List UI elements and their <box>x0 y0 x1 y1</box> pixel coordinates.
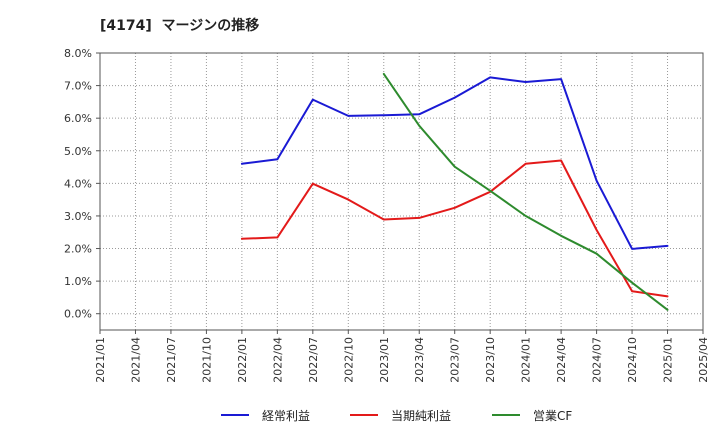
x-tick-label: 2024/10 <box>626 337 639 383</box>
x-tick-label: 2024/07 <box>591 337 604 383</box>
x-tick-label: 2023/07 <box>449 337 462 383</box>
legend-item-operating-cf: 営業CF <box>492 409 572 423</box>
x-tick-label: 2022/07 <box>307 337 320 383</box>
x-tick-label: 2021/04 <box>129 337 142 383</box>
axes: 0.0% 1.0% 2.0% 3.0% 4.0% 5.0% 6.0% 7.0% 8.0% 2021… <box>64 47 710 383</box>
legend-item-net-income: 当期純利益 <box>350 409 451 423</box>
legend-label-recurring-profit: 経常利益 <box>262 409 310 423</box>
x-tick-label: 2021/07 <box>165 337 178 383</box>
y-tick-label: 8.0% <box>64 47 92 60</box>
y-tick-label: 1.0% <box>64 275 92 288</box>
legend-label-operating-cf: 営業CF <box>533 409 572 423</box>
x-tick-label: 2022/01 <box>236 337 249 383</box>
grid <box>100 53 703 330</box>
x-tick-label: 2021/10 <box>200 337 213 383</box>
x-tick-label: 2022/04 <box>271 337 284 383</box>
series-line-operating-cf <box>382 72 669 311</box>
series-group <box>240 72 669 311</box>
y-tick-label: 0.0% <box>64 308 92 321</box>
x-tick-label: 2024/01 <box>520 337 533 383</box>
x-tick-label: 2023/01 <box>378 337 391 383</box>
y-tick-label: 7.0% <box>64 80 92 93</box>
x-tick-label: 2023/04 <box>413 337 426 383</box>
series-line-net-income <box>240 159 669 298</box>
y-tick-label: 2.0% <box>64 243 92 256</box>
x-tick-label: 2023/10 <box>484 337 497 383</box>
y-tick-label: 3.0% <box>64 210 92 223</box>
x-tick-label: 2022/10 <box>342 337 355 383</box>
legend: 経常利益 当期純利益 営業CF <box>221 409 572 423</box>
x-tick-label: 2024/04 <box>555 337 568 383</box>
y-tick-label: 5.0% <box>64 145 92 158</box>
plot-frame <box>99 52 704 331</box>
series-line-recurring-profit <box>240 76 669 250</box>
legend-label-net-income: 当期純利益 <box>391 409 451 423</box>
y-tick-label: 6.0% <box>64 112 92 125</box>
y-tick-label: 4.0% <box>64 177 92 190</box>
x-tick-label: 2025/01 <box>662 337 675 383</box>
legend-item-recurring-profit: 経常利益 <box>221 409 310 423</box>
chart-title: [4174] マージンの推移 <box>100 17 259 34</box>
x-tick-label: 2021/01 <box>94 337 107 383</box>
x-tick-label: 2025/04 <box>697 337 710 383</box>
